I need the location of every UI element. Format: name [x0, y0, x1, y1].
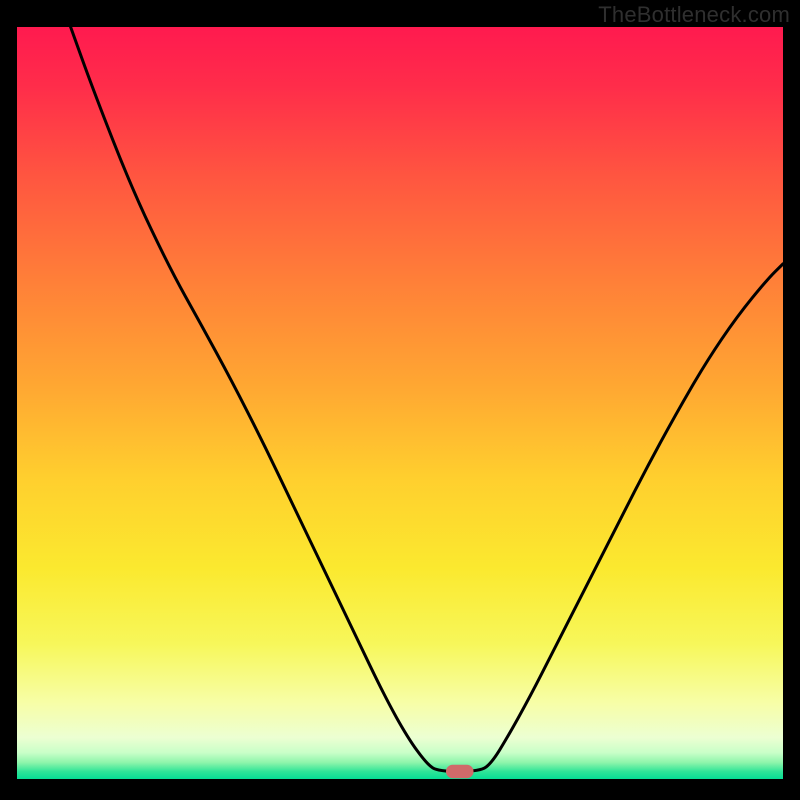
- chart-container: TheBottleneck.com: [0, 0, 800, 800]
- minimum-marker: [446, 765, 474, 779]
- plot-background: [17, 27, 783, 779]
- watermark-text: TheBottleneck.com: [598, 2, 790, 28]
- bottleneck-chart: [0, 0, 800, 800]
